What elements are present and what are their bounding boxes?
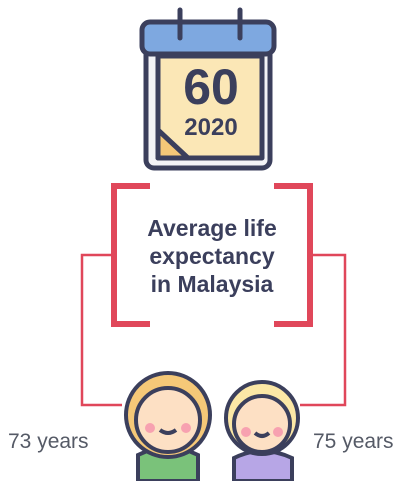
caption-line: expectancy — [149, 243, 275, 269]
old-woman-icon — [226, 382, 298, 481]
age-label: 73 years — [8, 430, 89, 453]
calendar-year: 2020 — [184, 114, 237, 141]
page: 60 2020 Average life expectancy in Malay… — [0, 0, 414, 481]
old-man-icon — [126, 373, 210, 481]
caption-line: in Malaysia — [151, 271, 274, 297]
calendar-number: 60 — [183, 59, 239, 115]
caption-line: Average life — [147, 215, 277, 241]
infographic: 60 2020 Average life expectancy in Malay… — [0, 0, 414, 481]
age-label: 75 years — [313, 430, 394, 453]
